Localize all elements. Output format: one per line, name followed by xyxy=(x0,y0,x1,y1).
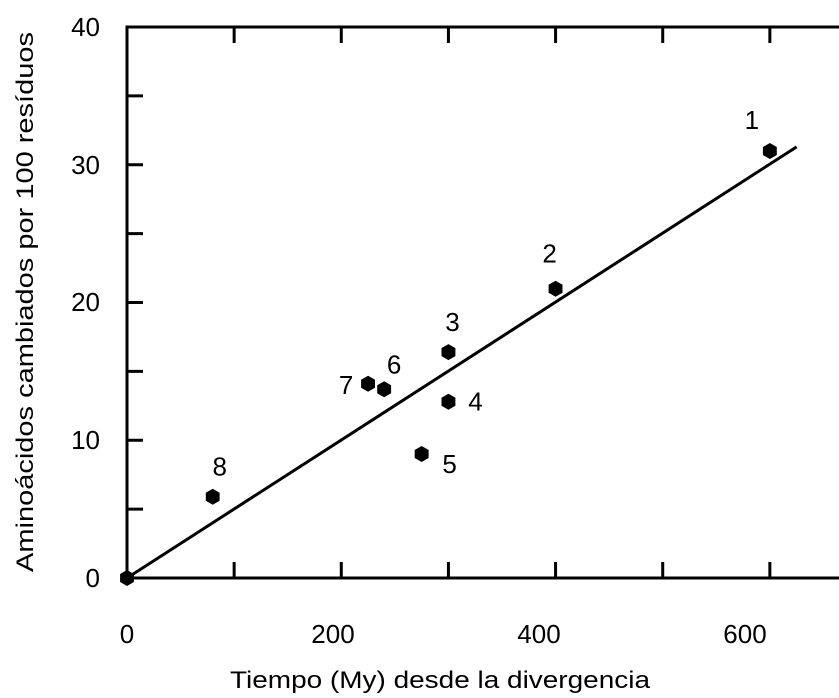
axis-ticks xyxy=(127,27,772,578)
data-point xyxy=(441,393,456,410)
y-tick-label: 40 xyxy=(71,12,100,42)
x-tick-label: 600 xyxy=(723,619,766,649)
data-point xyxy=(762,143,777,159)
point-label: 2 xyxy=(542,239,556,269)
point-label: 3 xyxy=(445,307,459,337)
data-point xyxy=(414,446,429,462)
y-tick-label: 30 xyxy=(71,150,100,180)
x-tick-label: 200 xyxy=(311,619,354,649)
fit-line-layer xyxy=(126,145,798,580)
y-tick-label: 20 xyxy=(71,287,100,317)
regression-line xyxy=(126,145,798,580)
data-point xyxy=(441,344,456,361)
data-point xyxy=(548,280,563,297)
point-label: 8 xyxy=(212,452,226,482)
point-label: 4 xyxy=(468,387,482,417)
y-tick-label: 0 xyxy=(86,563,100,593)
data-point xyxy=(377,381,392,398)
point-label: 5 xyxy=(442,449,456,479)
data-point xyxy=(120,570,134,586)
point-label: 1 xyxy=(745,105,759,135)
x-axis-title: Tiempo (My) desde la divergencia xyxy=(230,667,651,694)
y-tick-label: 10 xyxy=(71,425,100,455)
plot-frame xyxy=(125,25,839,580)
data-points: 1 2 3 4 5 6 7 8 xyxy=(120,105,777,586)
point-label: 6 xyxy=(387,349,401,379)
x-tick-label: 400 xyxy=(517,619,560,649)
y-axis-title: Aminoácidos cambiados por 100 resíduos xyxy=(12,32,39,572)
x-tick-label: 0 xyxy=(120,619,134,649)
point-label: 7 xyxy=(339,370,353,400)
data-point xyxy=(205,488,220,505)
data-point xyxy=(361,375,375,392)
